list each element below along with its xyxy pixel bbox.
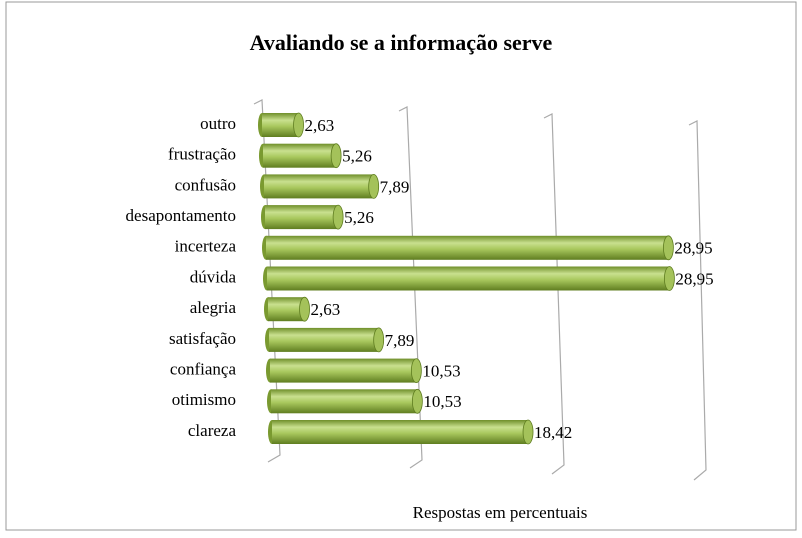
y-tick-label: confiança	[170, 360, 237, 379]
y-tick-label: dúvida	[190, 267, 237, 286]
bar-part	[264, 174, 374, 199]
value-label: 10,53	[423, 392, 461, 411]
bar	[261, 204, 344, 230]
bar-part	[267, 266, 670, 291]
value-label: 2,63	[305, 116, 335, 135]
value-label: 5,26	[342, 147, 372, 166]
bar-part	[266, 235, 669, 260]
bar-part	[270, 358, 417, 383]
bar	[266, 358, 422, 384]
y-tick-label: outro	[200, 114, 236, 133]
value-label: 5,26	[344, 208, 374, 227]
y-tick-label: confusão	[175, 175, 236, 194]
y-tick-label: clareza	[188, 421, 237, 440]
y-tick-label: alegria	[190, 298, 237, 317]
bar-part	[332, 204, 344, 230]
bar-part	[268, 297, 305, 322]
bar-part	[373, 327, 385, 353]
value-label: 10,53	[422, 362, 460, 381]
bar	[263, 266, 675, 291]
value-label: 2,63	[311, 300, 341, 319]
value-label: 7,89	[385, 331, 415, 350]
bar-part	[293, 112, 304, 138]
y-tick-label: frustração	[168, 145, 236, 164]
value-label: 18,42	[534, 423, 572, 442]
bar-part	[368, 173, 380, 199]
x-axis-label: Respostas em percentuais	[413, 503, 588, 522]
bar-part	[330, 143, 342, 169]
bar	[259, 143, 342, 169]
y-tick-label: otimismo	[172, 390, 236, 409]
bar-part	[664, 266, 675, 291]
bar	[262, 235, 674, 261]
bar-part	[522, 419, 534, 445]
bar	[258, 112, 304, 138]
y-tick-label: satisfação	[169, 329, 236, 348]
bar-part	[265, 205, 339, 230]
bar-part	[410, 358, 422, 384]
bar-part	[271, 389, 418, 414]
bar	[267, 388, 423, 414]
grid-line	[688, 120, 707, 481]
chart-title: Avaliando se a informação serve	[250, 30, 553, 55]
bar-part	[262, 113, 299, 137]
y-tick-label: desapontamento	[126, 206, 236, 225]
chart-frame	[5, 1, 797, 531]
bar	[260, 173, 380, 199]
bar-part	[263, 143, 337, 168]
y-tick-label: incerteza	[175, 237, 237, 256]
bar	[268, 419, 534, 445]
value-label: 7,89	[380, 177, 410, 196]
bar-part	[411, 388, 423, 414]
bar-part	[299, 296, 310, 322]
value-label: 28,95	[674, 239, 712, 258]
bar-part	[269, 327, 379, 352]
bar	[265, 327, 385, 353]
value-label: 28,95	[675, 269, 713, 288]
bar-part	[663, 235, 674, 261]
bar-part	[272, 420, 529, 444]
bar	[264, 296, 310, 322]
